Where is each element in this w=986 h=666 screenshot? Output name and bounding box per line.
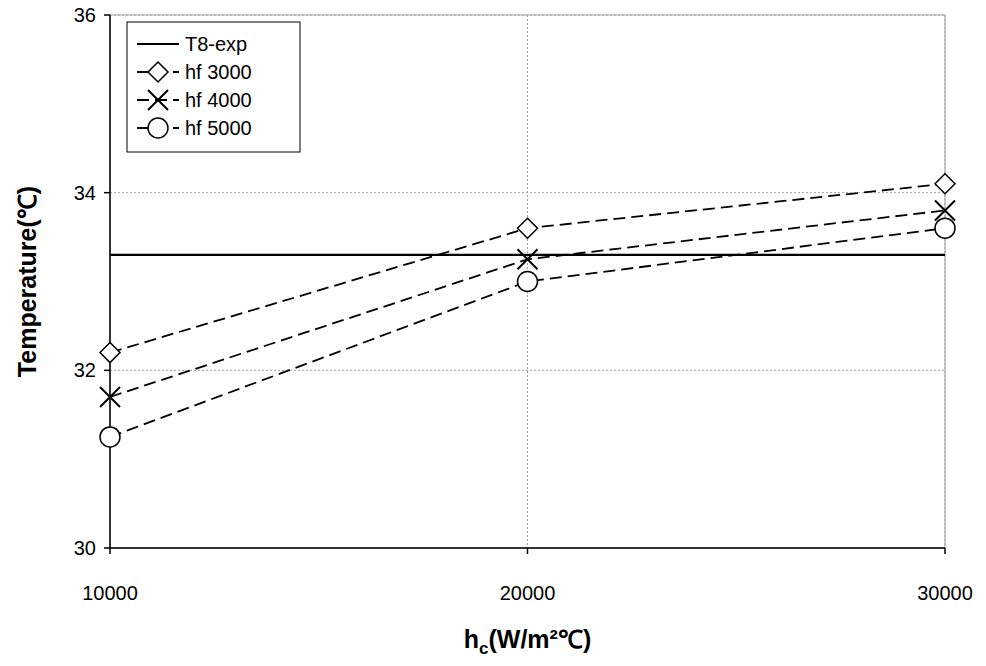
tick-label: 30 — [74, 537, 96, 559]
legend-marker — [148, 90, 168, 110]
grid-line — [945, 15, 946, 548]
tick-label: 10000 — [82, 582, 138, 604]
marker — [518, 218, 538, 238]
tick-label: 20000 — [500, 582, 556, 604]
marker — [935, 218, 955, 238]
marker — [935, 174, 955, 194]
legend-marker — [148, 118, 168, 138]
series-line — [110, 254, 945, 256]
tick — [104, 192, 110, 194]
grid-line — [110, 370, 945, 371]
marker — [518, 249, 538, 269]
series-line — [110, 184, 945, 353]
legend-label: hf 3000 — [185, 61, 252, 83]
series-line — [110, 210, 945, 397]
legend-marker — [148, 62, 168, 82]
legend-label: hf 4000 — [185, 89, 252, 111]
x-axis-label: hc(W/m²℃) — [464, 625, 592, 658]
y-axis — [109, 15, 111, 548]
marker — [100, 387, 120, 407]
legend-line — [137, 43, 179, 45]
tick — [527, 548, 529, 554]
legend-label: T8-exp — [185, 33, 247, 55]
legend-label: hf 5000 — [185, 117, 252, 139]
tick — [944, 548, 946, 554]
tick-label: 30000 — [917, 582, 973, 604]
legend: T8-exp hf 3000 hf 4000 hf 5000 — [127, 22, 300, 152]
tick — [109, 548, 111, 554]
marker — [100, 427, 120, 447]
tick — [104, 370, 110, 372]
marker — [518, 272, 538, 292]
y-axis-label: Temperature(℃) — [13, 186, 41, 377]
plot-area — [100, 174, 955, 447]
tick — [104, 547, 110, 549]
series-line — [110, 228, 945, 437]
marker — [935, 200, 955, 220]
tick-label: 34 — [74, 182, 96, 204]
chart: 30 32 34 36 10000 20000 30000 hc(W/m²℃) Temperat… — [0, 0, 986, 666]
tick — [104, 14, 110, 16]
marker — [100, 343, 120, 363]
plot-frame — [110, 15, 945, 548]
legend-box — [127, 22, 300, 152]
tick-label: 32 — [74, 359, 96, 381]
tick-label: 36 — [74, 4, 96, 26]
